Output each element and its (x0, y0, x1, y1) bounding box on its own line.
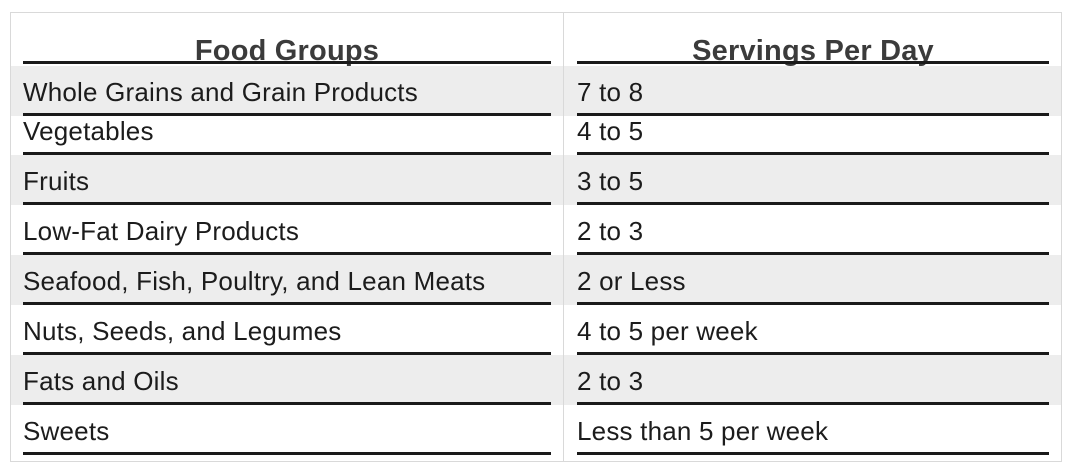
servings-cell: 4 to 5 (577, 105, 1049, 155)
servings-cell: 3 to 5 (577, 155, 1049, 205)
table-row: Seafood, Fish, Poultry, and Lean Meats 2… (11, 255, 1061, 305)
table-row: Fats and Oils 2 to 3 (11, 355, 1061, 405)
servings-text: 2 to 3 (577, 366, 644, 396)
row-rule (23, 252, 551, 255)
table-frame (10, 12, 1062, 462)
food-group-cell: Seafood, Fish, Poultry, and Lean Meats (23, 255, 551, 305)
row-rule (577, 252, 1049, 255)
row-rule (577, 402, 1049, 405)
food-group-text: Whole Grains and Grain Products (23, 77, 418, 107)
table-row: Low-Fat Dairy Products 2 to 3 (11, 205, 1061, 255)
row-rule (577, 302, 1049, 305)
servings-cell: 2 to 3 (577, 205, 1049, 255)
servings-cell: Less than 5 per week (577, 405, 1049, 455)
row-rule (23, 452, 551, 455)
food-group-cell: Fruits (23, 155, 551, 205)
servings-text: 2 or Less (577, 266, 686, 296)
food-group-cell: Vegetables (23, 105, 551, 155)
row-rule (23, 352, 551, 355)
header-rule (23, 61, 551, 64)
row-rule (577, 352, 1049, 355)
food-group-text: Fruits (23, 166, 90, 196)
table-header-row: Food Groups Servings Per Day (11, 14, 1061, 66)
row-rule (577, 452, 1049, 455)
column-divider (563, 12, 564, 462)
table-row: Vegetables 4 to 5 (11, 105, 1061, 155)
food-group-text: Nuts, Seeds, and Legumes (23, 316, 342, 346)
food-group-text: Sweets (23, 416, 110, 446)
servings-text: 4 to 5 (577, 116, 644, 146)
row-rule (23, 113, 551, 116)
food-group-text: Vegetables (23, 116, 154, 146)
servings-text: 2 to 3 (577, 216, 644, 246)
row-rule (577, 202, 1049, 205)
food-group-cell: Fats and Oils (23, 355, 551, 405)
servings-text: 4 to 5 per week (577, 316, 758, 346)
row-rule (23, 152, 551, 155)
header-cell-servings: Servings Per Day (577, 14, 1049, 66)
servings-cell: 2 to 3 (577, 355, 1049, 405)
food-group-text: Low-Fat Dairy Products (23, 216, 300, 246)
food-group-text: Seafood, Fish, Poultry, and Lean Meats (23, 266, 486, 296)
table-row: Fruits 3 to 5 (11, 155, 1061, 205)
servings-text: 7 to 8 (577, 77, 644, 107)
table-row: Nuts, Seeds, and Legumes 4 to 5 per week (11, 305, 1061, 355)
food-group-cell: Nuts, Seeds, and Legumes (23, 305, 551, 355)
servings-text: Less than 5 per week (577, 416, 829, 446)
row-rule (23, 302, 551, 305)
row-rule (23, 202, 551, 205)
table-row: Sweets Less than 5 per week (11, 405, 1061, 455)
row-rule (577, 113, 1049, 116)
servings-cell: 2 or Less (577, 255, 1049, 305)
servings-cell: 4 to 5 per week (577, 305, 1049, 355)
food-group-cell: Sweets (23, 405, 551, 455)
header-cell-food-groups: Food Groups (23, 14, 551, 66)
servings-text: 3 to 5 (577, 166, 644, 196)
row-rule (23, 402, 551, 405)
header-rule (577, 61, 1049, 64)
table-row: Whole Grains and Grain Products 7 to 8 (11, 66, 1061, 116)
servings-cell: 7 to 8 (577, 66, 1049, 116)
food-group-cell: Whole Grains and Grain Products (23, 66, 551, 116)
food-group-text: Fats and Oils (23, 366, 179, 396)
row-rule (577, 152, 1049, 155)
food-group-cell: Low-Fat Dairy Products (23, 205, 551, 255)
